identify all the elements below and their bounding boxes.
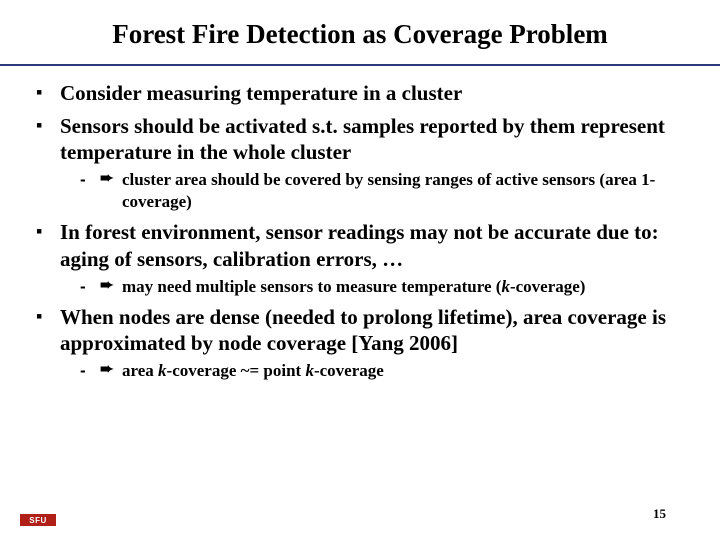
bullet-level2: -➨area k-coverage ~= point k-coverage	[80, 360, 684, 382]
dash-bullet-icon: -	[80, 360, 100, 382]
title-underline	[0, 64, 720, 66]
bullet-text: When nodes are dense (needed to prolong …	[60, 304, 684, 357]
page-number: 15	[653, 506, 666, 522]
arrow-icon: ➨	[100, 276, 122, 297]
bullet-level1: ▪When nodes are dense (needed to prolong…	[36, 304, 684, 357]
bullet-level1: ▪Consider measuring temperature in a clu…	[36, 80, 684, 106]
square-bullet-icon: ▪	[36, 219, 60, 244]
bullet-text: Sensors should be activated s.t. samples…	[60, 113, 684, 166]
bullet-text: In forest environment, sensor readings m…	[60, 219, 684, 272]
sfu-logo-text: SFU	[29, 516, 47, 525]
bullet-level1: ▪Sensors should be activated s.t. sample…	[36, 113, 684, 166]
bullet-text: Consider measuring temperature in a clus…	[60, 80, 684, 106]
square-bullet-icon: ▪	[36, 113, 60, 138]
sub-bullet-text: area k-coverage ~= point k-coverage	[122, 360, 684, 382]
bullet-level2: -➨may need multiple sensors to measure t…	[80, 276, 684, 298]
square-bullet-icon: ▪	[36, 80, 60, 105]
arrow-icon: ➨	[100, 169, 122, 190]
slide: Forest Fire Detection as Coverage Proble…	[0, 0, 720, 540]
bullet-level1: ▪In forest environment, sensor readings …	[36, 219, 684, 272]
sub-bullet-text: cluster area should be covered by sensin…	[122, 169, 684, 213]
sub-bullet-text: may need multiple sensors to measure tem…	[122, 276, 684, 298]
arrow-icon: ➨	[100, 360, 122, 381]
sfu-logo: SFU	[20, 514, 56, 526]
bullet-level2: -➨cluster area should be covered by sens…	[80, 169, 684, 213]
square-bullet-icon: ▪	[36, 304, 60, 329]
slide-content: ▪Consider measuring temperature in a clu…	[0, 80, 720, 382]
slide-title: Forest Fire Detection as Coverage Proble…	[0, 0, 720, 58]
dash-bullet-icon: -	[80, 276, 100, 298]
dash-bullet-icon: -	[80, 169, 100, 191]
